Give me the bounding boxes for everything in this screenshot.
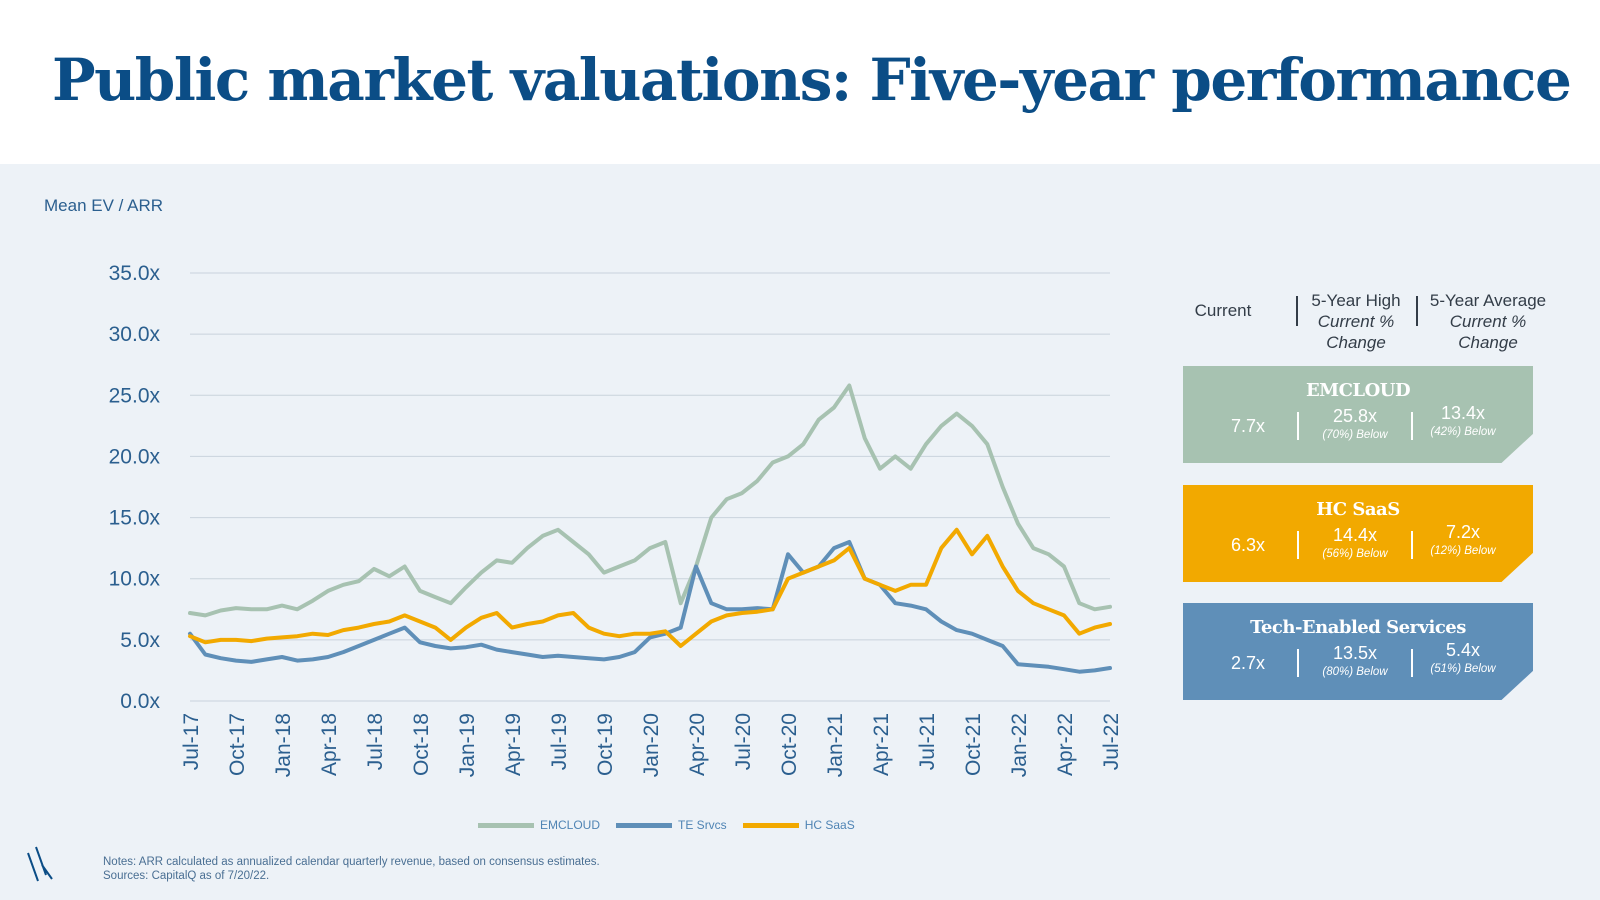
header-high-sub: Current % Change bbox=[1317, 312, 1395, 352]
legend-item-te-srvcs: TE Srvcs bbox=[616, 818, 727, 832]
x-tick-label: Jul-18 bbox=[364, 713, 387, 770]
card-avg-change: (51%) Below bbox=[1430, 663, 1496, 675]
card-name: EMCLOUD bbox=[1305, 380, 1411, 401]
card-high: 25.8x (70%) Below bbox=[1303, 406, 1407, 441]
card-high: 13.5x (80%) Below bbox=[1303, 643, 1407, 678]
card-high-change: (70%) Below bbox=[1322, 429, 1388, 441]
stats-card-tech-enabled-services: Tech-Enabled Services 2.7x 13.5x (80%) B… bbox=[1183, 603, 1533, 700]
card-high-value: 25.8x bbox=[1332, 406, 1378, 426]
series-line-hc-saas bbox=[188, 527, 1112, 648]
card-name: Tech-Enabled Services bbox=[1250, 617, 1466, 638]
x-tick-label: Oct-21 bbox=[962, 713, 985, 776]
legend-label-emcloud: EMCLOUD bbox=[540, 818, 601, 832]
card-current: 7.7x bbox=[1231, 416, 1266, 436]
card-average: 7.2x (12%) Below bbox=[1411, 522, 1515, 557]
y-tick-label: 20.0x bbox=[109, 445, 161, 468]
legend-item-emcloud: EMCLOUD bbox=[478, 818, 600, 832]
header-five-year-average: 5-Year Average Current % Change bbox=[1422, 290, 1554, 353]
y-tick-label: 15.0x bbox=[109, 507, 161, 530]
card-avg-value: 5.4x bbox=[1445, 640, 1481, 660]
brand-logo-icon bbox=[27, 846, 53, 882]
x-tick-label: Jul-17 bbox=[180, 713, 203, 770]
x-tick-label: Oct-19 bbox=[594, 713, 617, 776]
x-tick-label: Jul-20 bbox=[732, 713, 755, 770]
header-avg-sub: Current % Change bbox=[1449, 312, 1527, 352]
x-tick-label: Jan-18 bbox=[272, 713, 295, 777]
x-tick-label: Apr-22 bbox=[1054, 713, 1077, 776]
card-high-change: (56%) Below bbox=[1322, 548, 1388, 560]
x-tick-label: Apr-20 bbox=[686, 713, 709, 776]
x-tick-label: Apr-19 bbox=[502, 713, 525, 776]
legend-swatch-te-srvcs bbox=[616, 822, 673, 828]
stats-header: Current 5-Year High Current % Change 5-Y… bbox=[1180, 290, 1550, 362]
card-divider bbox=[1297, 649, 1299, 677]
stats-card-hc-saas: HC SaaS 6.3x 14.4x (56%) Below 7.2x (12%… bbox=[1183, 485, 1533, 582]
header-five-year-high: 5-Year High Current % Change bbox=[1298, 290, 1414, 353]
header-divider bbox=[1296, 296, 1298, 326]
card-avg-value: 7.2x bbox=[1445, 522, 1481, 542]
header-current: Current bbox=[1194, 301, 1252, 320]
card-current: 2.7x bbox=[1231, 653, 1266, 673]
y-tick-label: 10.0x bbox=[109, 568, 161, 591]
footnote: Notes: ARR calculated as annualized cale… bbox=[103, 856, 600, 882]
legend-item-hc-saas: HC SaaS bbox=[742, 818, 855, 832]
legend-swatch-hc-saas bbox=[742, 822, 799, 828]
x-tick-label: Apr-21 bbox=[870, 713, 893, 776]
chart-legend: EMCLOUD TE Srvcs HC SaaS bbox=[478, 818, 855, 832]
x-tick-label: Jan-22 bbox=[1008, 713, 1031, 777]
x-tick-label: Apr-18 bbox=[318, 713, 341, 776]
card-divider bbox=[1297, 531, 1299, 559]
y-tick-label: 0.0x bbox=[120, 690, 160, 713]
legend-swatch-emcloud bbox=[478, 822, 534, 828]
card-name: HC SaaS bbox=[1316, 499, 1400, 520]
stats-card-emcloud: EMCLOUD 7.7x 25.8x (70%) Below 13.4x (42… bbox=[1183, 366, 1533, 463]
legend-label-hc-saas: HC SaaS bbox=[804, 818, 855, 832]
card-divider bbox=[1411, 649, 1413, 677]
header-divider bbox=[1416, 296, 1418, 326]
card-high-value: 13.5x bbox=[1332, 643, 1378, 663]
series-line-te-srvcs bbox=[188, 540, 1112, 674]
y-tick-label: 35.0x bbox=[109, 262, 161, 285]
card-average: 5.4x (51%) Below bbox=[1411, 640, 1515, 675]
x-tick-label: Jul-22 bbox=[1100, 713, 1123, 770]
x-tick-label: Jan-19 bbox=[456, 713, 479, 777]
card-avg-value: 13.4x bbox=[1440, 403, 1486, 423]
y-axis-title: Mean EV / ARR bbox=[44, 196, 164, 215]
y-tick-label: 25.0x bbox=[109, 384, 161, 407]
card-average: 13.4x (42%) Below bbox=[1411, 403, 1515, 438]
y-tick-label: 5.0x bbox=[120, 629, 160, 652]
card-divider bbox=[1297, 412, 1299, 440]
card-divider bbox=[1411, 412, 1413, 440]
x-tick-label: Jul-19 bbox=[548, 713, 571, 770]
card-high-value: 14.4x bbox=[1332, 525, 1378, 545]
header-high-title: 5-Year High bbox=[1311, 291, 1401, 310]
line-chart: 35.0x 30.0x 25.0x 20.0x 15.0x 10.0x 5.0x 0.0x Ju… bbox=[109, 262, 1123, 777]
legend-label-te-srvcs: TE Srvcs bbox=[678, 818, 727, 832]
card-current: 6.3x bbox=[1231, 535, 1266, 555]
card-divider bbox=[1411, 531, 1413, 559]
y-tick-label: 30.0x bbox=[109, 323, 161, 346]
series-line-emcloud bbox=[188, 383, 1112, 618]
card-avg-change: (12%) Below bbox=[1430, 545, 1496, 557]
card-high: 14.4x (56%) Below bbox=[1303, 525, 1407, 560]
x-tick-label: Jul-21 bbox=[916, 713, 939, 770]
card-high-change: (80%) Below bbox=[1322, 666, 1388, 678]
x-tick-label: Oct-20 bbox=[778, 713, 801, 776]
x-tick-label: Oct-18 bbox=[410, 713, 433, 776]
x-tick-label: Oct-17 bbox=[226, 713, 249, 776]
page-title: Public market valuations: Five-year perf… bbox=[52, 46, 1572, 114]
card-avg-change: (42%) Below bbox=[1430, 426, 1496, 438]
x-tick-label: Jan-21 bbox=[824, 713, 847, 777]
x-tick-label: Jan-20 bbox=[640, 713, 663, 777]
header-avg-title: 5-Year Average bbox=[1429, 291, 1547, 310]
